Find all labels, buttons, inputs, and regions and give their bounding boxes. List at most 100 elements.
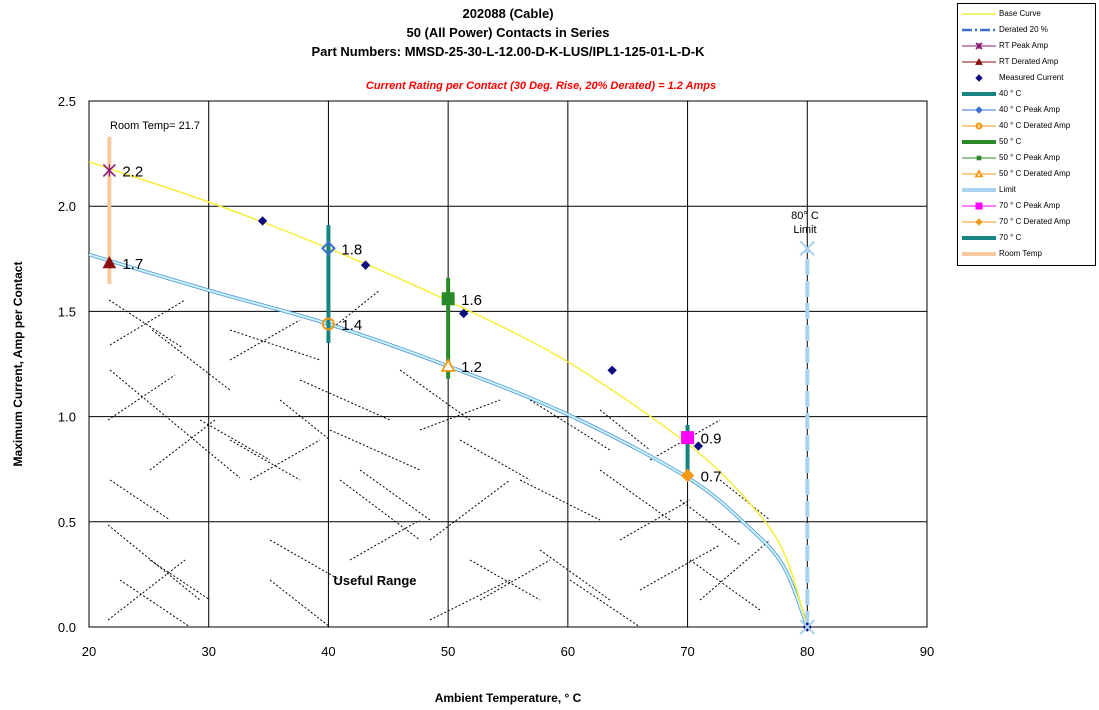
legend-swatch xyxy=(962,140,996,144)
limit-marker xyxy=(799,240,815,256)
legend-label: 50 ° C Peak Amp xyxy=(999,153,1061,162)
point-rt-derated-amp xyxy=(102,255,117,269)
hatch-line xyxy=(619,499,691,541)
legend-swatch xyxy=(962,42,996,50)
legend-swatch-marker xyxy=(975,202,983,210)
measured-current-point xyxy=(458,308,469,319)
y-tick-label: 1.0 xyxy=(58,410,76,425)
point-50-c-peak-amp xyxy=(441,292,455,306)
legend-label: 40 ° C Peak Amp xyxy=(999,105,1061,114)
hatch-line xyxy=(399,369,471,421)
legend-swatch xyxy=(962,202,996,210)
axis-tick-labels: 20 30 40 50 60 70 80 90 0.0 0.5 1.0 1.5 2.0 2.5 xyxy=(58,94,934,659)
legend-label: Measured Current xyxy=(999,73,1064,82)
legend-label: Base Curve xyxy=(999,9,1041,18)
point-label-70-c-derated-amp: 0.7 xyxy=(701,469,722,486)
hatch-line xyxy=(529,399,611,451)
data-points: 2.2 1.7 1.8 1.4 1.6 1.2 0.9 0.7 xyxy=(102,163,815,635)
legend-item-40-c-peak-amp: 40 ° C Peak Amp xyxy=(958,104,1095,116)
hatch-line xyxy=(109,479,171,521)
legend-label: Derated 20 % xyxy=(999,25,1048,34)
legend-label: Room Temp xyxy=(999,249,1042,258)
hatch-line xyxy=(149,419,216,471)
hatch-line xyxy=(199,419,271,461)
hatch-line xyxy=(339,479,421,541)
y-tick-label: 0.0 xyxy=(58,620,76,635)
legend-item-70-c-peak-amp: 70 ° C Peak Amp xyxy=(958,200,1095,212)
legend-swatch-marker xyxy=(975,57,983,65)
hatch-line xyxy=(249,439,321,481)
legend-label: Limit xyxy=(999,185,1016,194)
point-label-40-c-derated-amp: 1.4 xyxy=(341,317,362,334)
hatch-line xyxy=(479,559,551,601)
legend-swatch xyxy=(962,106,996,114)
limit-zero-stroke xyxy=(799,619,815,635)
hatch-line xyxy=(539,549,611,601)
legend: Base Curve Derated 20 % RT Peak Amp RT Dera… xyxy=(957,3,1096,266)
limit-label-line-2: Limit xyxy=(793,224,816,236)
legend-swatch xyxy=(975,74,983,82)
legend-label: 40 ° C Derated Amp xyxy=(999,121,1071,130)
grid-lines xyxy=(89,101,927,627)
point-rt-peak-amp xyxy=(102,163,116,177)
hatch-line xyxy=(269,539,341,581)
point-label-40-c-peak-amp: 1.8 xyxy=(341,241,362,258)
hatch-line xyxy=(679,499,741,546)
x-tick-label: 80 xyxy=(800,644,814,659)
legend-label: 40 ° C xyxy=(999,89,1022,98)
hatch-line xyxy=(599,469,671,521)
derated-curve-core xyxy=(89,254,808,627)
legend-swatch xyxy=(962,188,996,192)
measured-current-point xyxy=(257,216,268,226)
legend-item-rt-peak-amp: RT Peak Amp xyxy=(958,40,1095,52)
hatch-line xyxy=(639,544,721,591)
legend-swatch xyxy=(962,252,996,256)
hatch-line xyxy=(229,319,301,361)
legend-item-50-c-peak-amp: 50 ° C Peak Amp xyxy=(958,152,1095,164)
legend-item-room-temp: Room Temp xyxy=(958,248,1095,260)
hatch-line xyxy=(699,539,771,601)
useful-range-label: Useful Range xyxy=(333,573,416,588)
base-curve xyxy=(89,161,809,627)
legend-item-derated-20-pct: Derated 20 % xyxy=(958,24,1095,36)
point-70-c-peak-amp xyxy=(681,431,695,445)
measured-current-point xyxy=(693,441,704,451)
legend-swatch-marker xyxy=(975,42,983,50)
legend-swatch xyxy=(962,57,996,65)
hatch-line xyxy=(229,329,321,361)
x-tick-label: 90 xyxy=(920,644,934,659)
hatch-line xyxy=(299,379,391,421)
hatch-line xyxy=(107,559,186,621)
temperature-bars xyxy=(107,136,810,627)
chart-title: 202088 (Cable) xyxy=(462,6,553,21)
point-label-70-c-peak-amp: 0.9 xyxy=(701,431,722,448)
legend-swatch xyxy=(962,122,996,130)
legend-item-measured-current: Measured Current xyxy=(958,72,1095,84)
point-label-50-c-derated-amp: 1.2 xyxy=(461,359,482,376)
chart-subtitle-line-2: Part Numbers: MMSD-25-30-L-12.00-D-K-LUS… xyxy=(312,44,706,59)
legend-swatch-marker xyxy=(975,74,983,82)
legend-item-70-c-derated-amp: 70 ° C Derated Amp xyxy=(958,216,1095,228)
legend-swatch xyxy=(962,155,996,161)
point-label-rt-peak-amp: 2.2 xyxy=(122,163,143,180)
hatch-line xyxy=(419,399,501,431)
legend-swatch-marker xyxy=(975,122,983,130)
hatch-line xyxy=(229,439,301,481)
legend-swatch-marker xyxy=(975,106,983,114)
hatch-line xyxy=(109,299,186,346)
legend-item-rt-derated-amp: RT Derated Amp xyxy=(958,56,1095,68)
point-50-c-derated-amp xyxy=(440,358,456,372)
hatch-line xyxy=(151,329,231,391)
hatch-line xyxy=(269,579,331,627)
hatch-line xyxy=(109,369,241,479)
legend-label: 70 ° C Peak Amp xyxy=(999,201,1061,210)
hatch-line xyxy=(519,479,601,521)
chart-subtitle-line-1: 50 (All Power) Contacts in Series xyxy=(406,25,609,40)
legend-swatch xyxy=(962,13,996,15)
y-axis-label: Maximum Current, Amp per Contact xyxy=(11,262,25,467)
hatch-line xyxy=(359,469,431,521)
room-temp-label: Room Temp= 21.7 xyxy=(110,120,200,132)
curves xyxy=(89,161,809,627)
legend-item-40-c-derated-amp: 40 ° C Derated Amp xyxy=(958,120,1095,132)
